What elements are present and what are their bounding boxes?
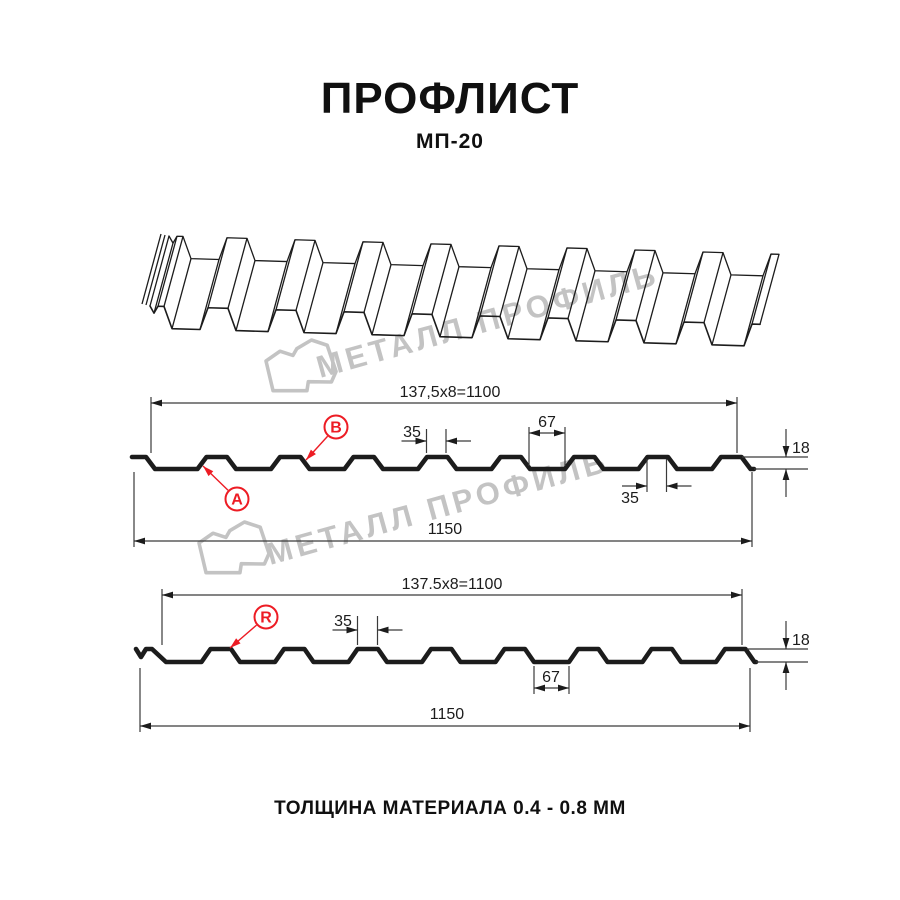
marker-circle	[253, 604, 279, 630]
dimension-arrowhead	[731, 591, 742, 599]
marker-balloon: B	[305, 414, 349, 461]
watermark: МЕТАЛЛ ПРОФИЛЬ	[197, 443, 613, 575]
dimension-arrowhead	[782, 469, 790, 480]
dimension-label: 18	[792, 632, 810, 649]
dimension-arrowhead	[726, 399, 737, 407]
marker-circle	[323, 414, 349, 440]
dimension-label: 35	[334, 613, 352, 630]
dimension-arrowhead	[134, 537, 145, 545]
dimension-label: 35	[621, 490, 639, 507]
dimension-label: 35	[403, 424, 421, 441]
dimension-arrowhead	[782, 446, 790, 457]
dimension-arrowhead	[739, 722, 750, 730]
dimension-label: 18	[792, 440, 810, 457]
page-title: ПРОФЛИСТ	[320, 74, 580, 123]
marker-letter: A	[231, 492, 243, 509]
cross-section-a: 137,5x8=1100 35 67 35 18 1150 B A	[129, 384, 810, 547]
marker-circle	[224, 486, 250, 512]
marker-balloon: R	[229, 604, 279, 649]
watermark: МЕТАЛЛ ПРОФИЛЬ	[264, 256, 663, 393]
dimension-arrowhead	[782, 662, 790, 673]
watermark-text: МЕТАЛЛ ПРОФИЛЬ	[263, 443, 613, 571]
dimension-arrowhead	[203, 466, 214, 477]
marker-letter: B	[330, 420, 342, 437]
cross-section-r: 137.5x8=1100 35 67 18 1150 R	[133, 576, 810, 732]
dimension-arrowhead	[415, 437, 427, 445]
profile-3d-view	[141, 233, 780, 347]
dimension-arrowhead	[140, 722, 151, 730]
dimension-arrowhead	[151, 399, 162, 407]
dimension-arrowhead	[377, 626, 389, 634]
product-model: МП-20	[416, 130, 484, 153]
dimension-label: 67	[538, 414, 556, 431]
dimension-label: 1150	[430, 706, 465, 723]
dimension-label: 67	[542, 669, 560, 686]
dimension-arrowhead	[534, 684, 545, 692]
dimension-arrowhead	[782, 638, 790, 649]
dimension-arrowhead	[666, 482, 678, 490]
metall-profil-logo-watermark	[197, 520, 271, 575]
marker-balloon: A	[202, 465, 250, 512]
dimension-arrowhead	[558, 684, 569, 692]
dimension-arrowhead	[636, 482, 647, 490]
dimension-arrowhead	[529, 429, 540, 437]
dimension-label: 137.5x8=1100	[402, 576, 503, 593]
dimension-arrowhead	[554, 429, 565, 437]
dimension-arrowhead	[230, 638, 241, 648]
watermark-text: МЕТАЛЛ ПРОФИЛЬ	[313, 256, 663, 384]
dimension-label: 137,5x8=1100	[400, 384, 501, 401]
dimension-arrowhead	[346, 626, 358, 634]
dimension-arrowhead	[306, 449, 316, 460]
marker-letter: R	[260, 610, 272, 627]
material-thickness-note: ТОЛЩИНА МАТЕРИАЛА 0.4 - 0.8 ММ	[274, 798, 626, 819]
dimension-label: 1150	[428, 521, 463, 538]
dimension-arrowhead	[741, 537, 752, 545]
dimension-arrowhead	[162, 591, 173, 599]
metall-profil-logo-watermark	[264, 338, 338, 393]
dimension-arrowhead	[446, 437, 457, 445]
